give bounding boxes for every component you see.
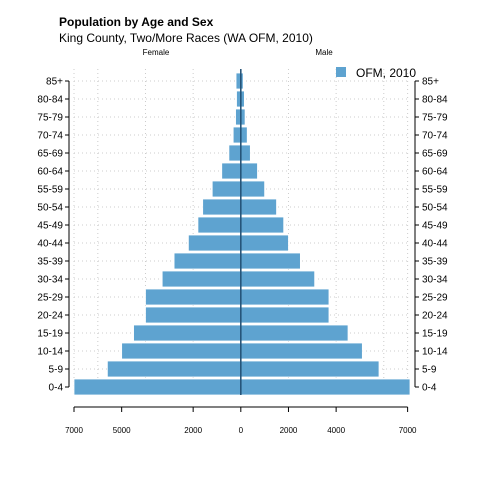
bar-male-50-54 [240, 198, 277, 216]
x-axis: 7000 5000 2000 0 2000 4000 7000 [65, 406, 417, 435]
left-age-axis: 0-4 5-9 10-14 15-19 20-24 25-29 30-34 35-39 40-4… [37, 77, 70, 394]
bars [73, 72, 411, 396]
x-tick-label: 2000 [184, 426, 202, 435]
age-label-left: 0-4 [49, 383, 64, 394]
bar-male-0-4 [240, 378, 411, 396]
age-label-left: 40-44 [37, 239, 63, 250]
bar-female-30-34 [161, 270, 242, 288]
bar-male-55-59 [240, 180, 266, 198]
female-side-label: Female [143, 48, 170, 57]
age-label-left: 65-69 [37, 149, 63, 160]
chart-subtitle: King County, Two/More Races (WA OFM, 201… [59, 31, 313, 45]
bar-male-45-49 [240, 216, 285, 234]
bar-female-15-19 [133, 324, 242, 342]
x-tick-label: 2000 [280, 426, 298, 435]
age-label-right: 20-24 [422, 311, 448, 322]
x-tick-label: 0 [239, 426, 244, 435]
male-side-label: Male [315, 48, 333, 57]
age-label-right: 60-64 [422, 167, 448, 178]
bar-female-25-29 [145, 288, 242, 306]
age-label-left: 20-24 [37, 311, 63, 322]
bar-female-10-14 [121, 342, 242, 360]
legend-swatch [336, 67, 346, 77]
age-label-right: 40-44 [422, 239, 448, 250]
age-label-right: 10-14 [422, 347, 448, 358]
x-tick-label: 5000 [113, 426, 131, 435]
bar-male-25-29 [240, 288, 330, 306]
age-label-right: 65-69 [422, 149, 448, 160]
age-label-left: 85+ [46, 77, 63, 88]
age-label-left: 35-39 [37, 257, 63, 268]
age-label-right: 55-59 [422, 185, 448, 196]
x-tick-label: 7000 [399, 426, 417, 435]
chart-title: Population by Age and Sex [59, 15, 214, 29]
bar-female-45-49 [197, 216, 242, 234]
bar-male-65-69 [240, 144, 251, 162]
bar-male-60-64 [240, 162, 258, 180]
age-label-right: 0-4 [422, 383, 437, 394]
bar-female-75-79 [235, 108, 242, 126]
age-label-right: 45-49 [422, 221, 448, 232]
bar-male-20-24 [240, 306, 330, 324]
bar-female-65-69 [228, 144, 242, 162]
age-label-left: 55-59 [37, 185, 63, 196]
bar-female-70-74 [232, 126, 242, 144]
bar-female-20-24 [145, 306, 242, 324]
age-label-left: 80-84 [37, 95, 63, 106]
age-label-left: 50-54 [37, 203, 63, 214]
bar-male-70-74 [240, 126, 248, 144]
age-label-right: 70-74 [422, 131, 448, 142]
age-label-right: 15-19 [422, 329, 448, 340]
bar-female-35-39 [173, 252, 242, 270]
right-age-axis: 0-4 5-9 10-14 15-19 20-24 25-29 30-34 35-39 40-4… [414, 77, 448, 394]
bar-male-35-39 [240, 252, 301, 270]
bar-female-50-54 [202, 198, 242, 216]
x-tick-label: 7000 [65, 426, 83, 435]
age-label-right: 5-9 [422, 365, 437, 376]
age-label-left: 30-34 [37, 275, 63, 286]
legend-label: OFM, 2010 [356, 66, 416, 80]
age-label-left: 75-79 [37, 113, 63, 124]
age-label-right: 35-39 [422, 257, 448, 268]
legend: OFM, 2010 [336, 66, 416, 80]
age-label-left: 10-14 [37, 347, 63, 358]
bar-female-60-64 [221, 162, 242, 180]
age-label-right: 50-54 [422, 203, 448, 214]
age-label-left: 60-64 [37, 167, 63, 178]
age-label-right: 30-34 [422, 275, 448, 286]
bar-male-5-9 [240, 360, 380, 378]
bar-female-5-9 [106, 360, 242, 378]
bar-female-40-44 [187, 234, 242, 252]
age-label-left: 25-29 [37, 293, 63, 304]
age-label-right: 80-84 [422, 95, 448, 106]
age-label-right: 85+ [422, 77, 439, 88]
age-label-right: 75-79 [422, 113, 448, 124]
age-label-left: 15-19 [37, 329, 63, 340]
age-label-left: 5-9 [49, 365, 64, 376]
age-label-left: 45-49 [37, 221, 63, 232]
bar-male-40-44 [240, 234, 289, 252]
bar-male-10-14 [240, 342, 363, 360]
bar-female-55-59 [211, 180, 242, 198]
bar-male-30-34 [240, 270, 316, 288]
age-label-right: 25-29 [422, 293, 448, 304]
age-label-left: 70-74 [37, 131, 63, 142]
bar-female-0-4 [73, 378, 242, 396]
x-tick-label: 4000 [327, 426, 345, 435]
bar-male-15-19 [240, 324, 349, 342]
